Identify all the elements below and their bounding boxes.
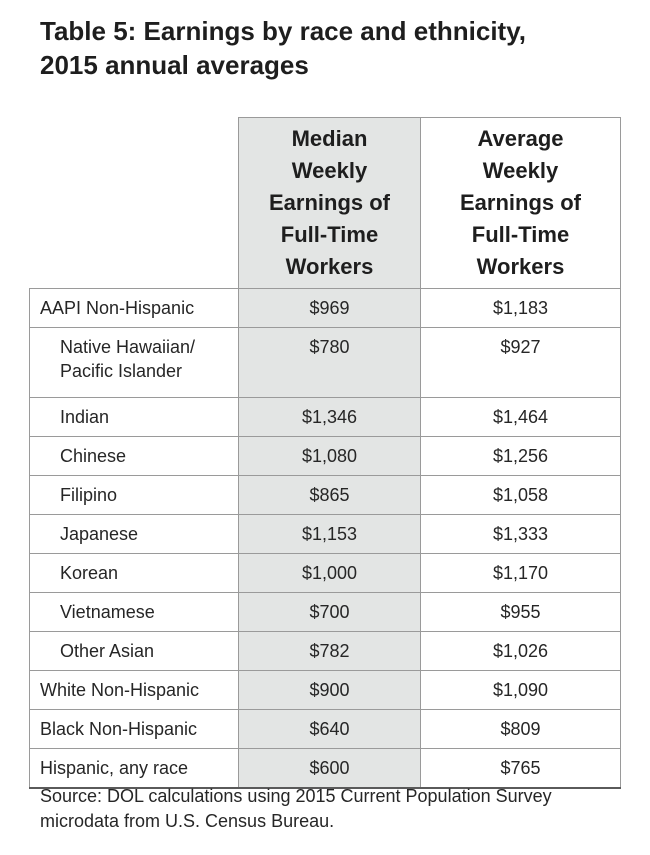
row-label: Black Non-Hispanic xyxy=(29,709,239,749)
row-label: AAPI Non-Hispanic xyxy=(29,288,239,328)
row-label: Native Hawaiian/ Pacific Islander xyxy=(29,327,239,398)
header-median-weekly-earnings: Median Weekly Earnings of Full-Time Work… xyxy=(238,117,421,289)
average-earnings-cell: $1,170 xyxy=(420,553,621,593)
median-earnings-cell: $865 xyxy=(238,475,421,515)
earnings-table: Median Weekly Earnings of Full-Time Work… xyxy=(29,117,621,789)
row-label: Chinese xyxy=(29,436,239,476)
table-title-line-2: 2015 annual averages xyxy=(40,50,309,80)
table-row: Other Asian $782 $1,026 xyxy=(29,631,621,671)
average-earnings-cell: $1,464 xyxy=(420,397,621,437)
average-earnings-cell: $1,058 xyxy=(420,475,621,515)
row-label: Japanese xyxy=(29,514,239,554)
header-median-line: Earnings of xyxy=(268,190,390,215)
row-label: Hispanic, any race xyxy=(29,748,239,789)
header-median-line: Median xyxy=(291,126,368,151)
table-row: Filipino $865 $1,058 xyxy=(29,475,621,515)
average-earnings-cell: $955 xyxy=(420,592,621,632)
average-earnings-cell: $927 xyxy=(420,327,621,398)
row-label-line-2: Pacific Islander xyxy=(60,361,183,381)
row-label: Filipino xyxy=(29,475,239,515)
header-average-weekly-earnings: Average Weekly Earnings of Full-Time Wor… xyxy=(420,117,621,289)
table-row: Korean $1,000 $1,170 xyxy=(29,553,621,593)
table-title: Table 5: Earnings by race and ethnicity,… xyxy=(40,14,630,82)
table-row: Black Non-Hispanic $640 $809 xyxy=(29,709,621,749)
row-label: Vietnamese xyxy=(29,592,239,632)
median-earnings-cell: $780 xyxy=(238,327,421,398)
row-label-line-1: Native Hawaiian/ xyxy=(60,337,196,357)
average-earnings-cell: $1,090 xyxy=(420,670,621,710)
median-earnings-cell: $1,153 xyxy=(238,514,421,554)
header-empty-cell xyxy=(29,117,239,289)
table-row: Japanese $1,153 $1,333 xyxy=(29,514,621,554)
row-label: Indian xyxy=(29,397,239,437)
table-row: Vietnamese $700 $955 xyxy=(29,592,621,632)
average-earnings-cell: $1,256 xyxy=(420,436,621,476)
average-earnings-cell: $765 xyxy=(420,748,621,789)
table-row: Chinese $1,080 $1,256 xyxy=(29,436,621,476)
header-average-line: Full-Time xyxy=(471,222,570,247)
header-median-line: Weekly xyxy=(291,158,368,183)
table-row: AAPI Non-Hispanic $969 $1,183 xyxy=(29,288,621,328)
median-earnings-cell: $1,000 xyxy=(238,553,421,593)
source-note-line-2: microdata from U.S. Census Bureau. xyxy=(40,811,335,831)
table-row: Indian $1,346 $1,464 xyxy=(29,397,621,437)
header-average-line: Average xyxy=(477,126,564,151)
row-label: Other Asian xyxy=(29,631,239,671)
header-average-line: Workers xyxy=(476,254,565,279)
median-earnings-cell: $640 xyxy=(238,709,421,749)
average-earnings-cell: $1,026 xyxy=(420,631,621,671)
header-median-line: Workers xyxy=(285,254,374,279)
source-note: Source: DOL calculations using 2015 Curr… xyxy=(40,784,620,834)
table-row: Hispanic, any race $600 $765 xyxy=(29,748,621,789)
table-row: White Non-Hispanic $900 $1,090 xyxy=(29,670,621,710)
average-earnings-cell: $1,333 xyxy=(420,514,621,554)
table-title-line-1: Table 5: Earnings by race and ethnicity, xyxy=(40,16,526,46)
header-average-line: Weekly xyxy=(482,158,559,183)
average-earnings-cell: $1,183 xyxy=(420,288,621,328)
median-earnings-cell: $700 xyxy=(238,592,421,632)
median-earnings-cell: $900 xyxy=(238,670,421,710)
row-label: Korean xyxy=(29,553,239,593)
table-row: Native Hawaiian/ Pacific Islander $780 $… xyxy=(29,327,621,398)
median-earnings-cell: $782 xyxy=(238,631,421,671)
median-earnings-cell: $1,346 xyxy=(238,397,421,437)
header-row: Median Weekly Earnings of Full-Time Work… xyxy=(29,117,621,289)
header-average-line: Earnings of xyxy=(459,190,581,215)
row-label: White Non-Hispanic xyxy=(29,670,239,710)
source-note-line-1: Source: DOL calculations using 2015 Curr… xyxy=(40,786,552,806)
median-earnings-cell: $600 xyxy=(238,748,421,789)
header-median-line: Full-Time xyxy=(280,222,379,247)
median-earnings-cell: $1,080 xyxy=(238,436,421,476)
average-earnings-cell: $809 xyxy=(420,709,621,749)
median-earnings-cell: $969 xyxy=(238,288,421,328)
